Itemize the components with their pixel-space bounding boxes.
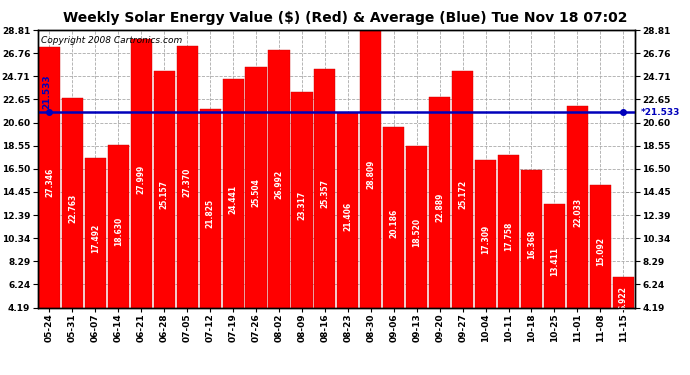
Text: 25.357: 25.357 bbox=[320, 179, 329, 209]
Bar bbox=[337, 114, 358, 355]
Bar bbox=[246, 67, 266, 355]
Text: 18.630: 18.630 bbox=[114, 217, 123, 246]
Text: 21.406: 21.406 bbox=[344, 201, 353, 231]
Bar bbox=[85, 158, 106, 355]
Text: 20.186: 20.186 bbox=[389, 209, 398, 238]
Bar bbox=[177, 46, 198, 355]
Bar bbox=[130, 39, 152, 355]
Text: Weekly Solar Energy Value ($) (Red) & Average (Blue) Tue Nov 18 07:02: Weekly Solar Energy Value ($) (Red) & Av… bbox=[63, 11, 627, 25]
Bar bbox=[222, 79, 244, 355]
Text: 26.992: 26.992 bbox=[275, 170, 284, 199]
Text: 22.763: 22.763 bbox=[68, 194, 77, 223]
Text: 27.370: 27.370 bbox=[183, 168, 192, 197]
Bar bbox=[544, 204, 565, 355]
Text: 25.172: 25.172 bbox=[458, 180, 467, 210]
Bar bbox=[498, 154, 519, 355]
Bar bbox=[154, 71, 175, 355]
Bar bbox=[268, 51, 290, 355]
Text: 27.346: 27.346 bbox=[45, 168, 54, 197]
Bar bbox=[108, 145, 129, 355]
Bar bbox=[39, 46, 60, 355]
Bar bbox=[613, 277, 634, 355]
Text: 25.157: 25.157 bbox=[159, 180, 169, 210]
Text: 21.825: 21.825 bbox=[206, 199, 215, 228]
Text: 27.999: 27.999 bbox=[137, 164, 146, 194]
Text: 25.504: 25.504 bbox=[252, 178, 261, 207]
Text: 28.809: 28.809 bbox=[366, 160, 375, 189]
Bar bbox=[590, 184, 611, 355]
Text: 13.411: 13.411 bbox=[550, 247, 559, 276]
Text: 21.533: 21.533 bbox=[43, 74, 52, 109]
Bar bbox=[360, 30, 382, 355]
Bar bbox=[567, 106, 588, 355]
Text: *21.533: *21.533 bbox=[641, 108, 680, 117]
Text: 23.317: 23.317 bbox=[297, 191, 306, 220]
Text: 6.922: 6.922 bbox=[619, 286, 628, 310]
Bar bbox=[406, 146, 427, 355]
Text: 18.520: 18.520 bbox=[412, 218, 421, 247]
Bar bbox=[383, 127, 404, 355]
Text: 22.033: 22.033 bbox=[573, 198, 582, 227]
Text: 24.441: 24.441 bbox=[228, 184, 237, 214]
Text: 17.758: 17.758 bbox=[504, 222, 513, 251]
Text: 16.368: 16.368 bbox=[527, 230, 536, 259]
Text: Copyright 2008 Cartronics.com: Copyright 2008 Cartronics.com bbox=[41, 36, 182, 45]
Text: 22.889: 22.889 bbox=[435, 193, 444, 222]
Bar bbox=[521, 170, 542, 355]
Bar bbox=[452, 71, 473, 355]
Bar bbox=[429, 97, 451, 355]
Text: 15.092: 15.092 bbox=[596, 237, 605, 266]
Text: 17.492: 17.492 bbox=[91, 224, 100, 253]
Bar bbox=[475, 160, 496, 355]
Bar bbox=[62, 98, 83, 355]
Text: 17.309: 17.309 bbox=[481, 225, 490, 254]
Bar bbox=[199, 109, 221, 355]
Bar bbox=[315, 69, 335, 355]
Bar bbox=[291, 92, 313, 355]
